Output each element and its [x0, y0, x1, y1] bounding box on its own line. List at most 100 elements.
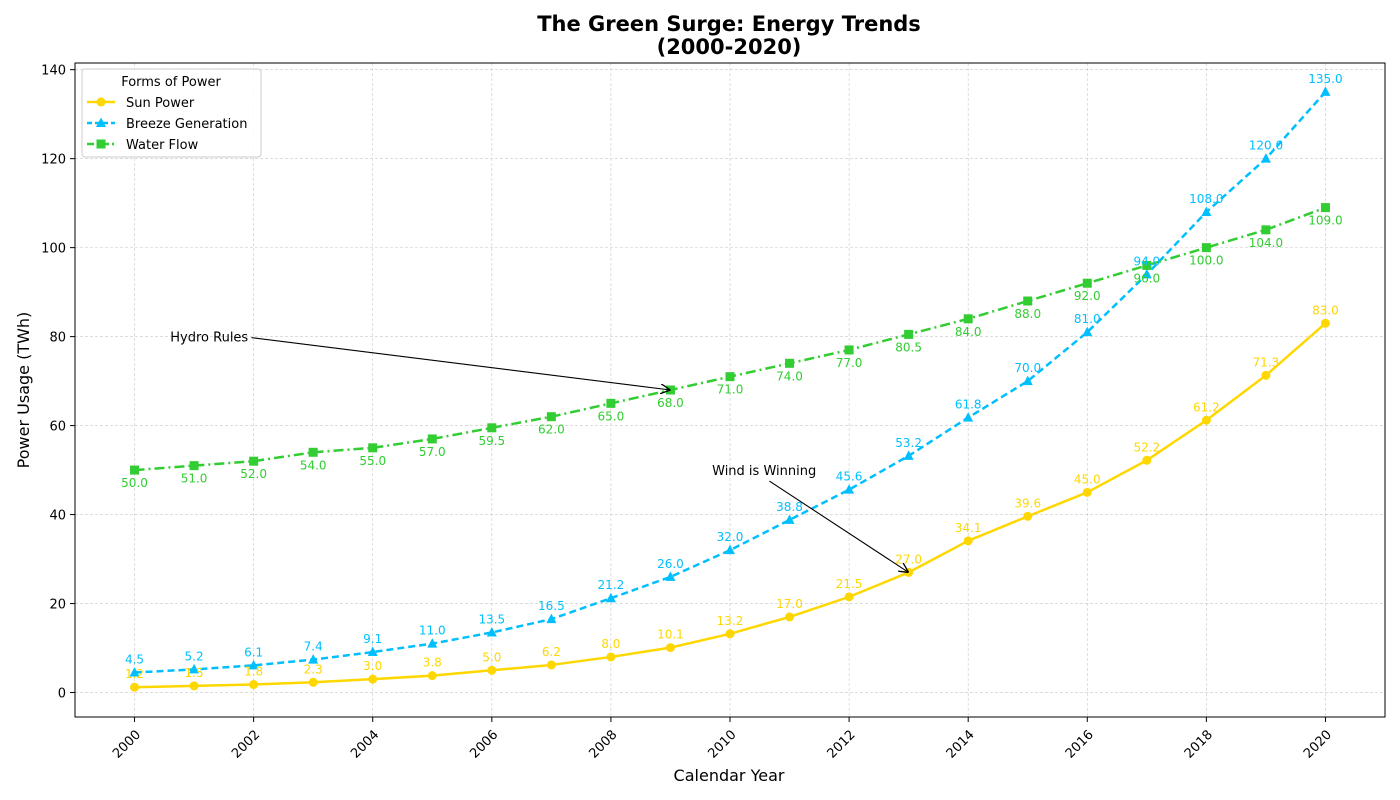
series-breeze-generation [129, 86, 1331, 677]
data-label-water-flow: 52.0 [240, 467, 267, 481]
data-point-sun-power [368, 674, 378, 684]
data-point-water-flow [1261, 225, 1271, 235]
data-label-sun-power: 83.0 [1312, 303, 1339, 317]
x-tick-label: 2020 [1301, 728, 1335, 762]
data-label-sun-power: 13.2 [717, 614, 744, 628]
x-tick-label: 2012 [825, 728, 859, 762]
data-point-breeze-generation [189, 663, 200, 674]
x-axis-label: Calendar Year [674, 766, 785, 785]
legend-marker-sun-power [96, 97, 106, 107]
data-point-breeze-generation [248, 659, 259, 670]
data-point-breeze-generation [605, 592, 616, 603]
data-point-water-flow [844, 345, 854, 355]
data-point-breeze-generation [844, 484, 855, 494]
data-label-water-flow: 65.0 [598, 409, 625, 423]
data-point-water-flow [963, 314, 973, 324]
data-point-sun-power [1023, 511, 1033, 521]
data-label-breeze-generation: 94.0 [1133, 254, 1160, 268]
data-label-sun-power: 17.0 [776, 597, 803, 611]
data-point-sun-power [1320, 318, 1330, 328]
data-point-water-flow [1320, 203, 1330, 213]
data-label-breeze-generation: 120.0 [1249, 139, 1283, 153]
data-label-water-flow: 62.0 [538, 423, 565, 437]
data-point-water-flow [546, 412, 556, 422]
data-label-breeze-generation: 9.1 [363, 632, 382, 646]
data-point-water-flow [1023, 296, 1033, 306]
data-label-sun-power: 34.1 [955, 521, 982, 535]
x-tick-label: 2014 [944, 728, 978, 762]
data-label-water-flow: 92.0 [1074, 289, 1101, 303]
data-label-water-flow: 71.0 [717, 383, 744, 397]
data-point-breeze-generation [1141, 268, 1152, 279]
data-label-water-flow: 59.5 [478, 434, 505, 448]
y-tick-label: 100 [41, 242, 66, 257]
legend-label-sun-power: Sun Power [126, 96, 195, 111]
data-label-breeze-generation: 81.0 [1074, 312, 1101, 326]
data-label-water-flow: 50.0 [121, 476, 148, 490]
y-tick-label: 60 [49, 420, 66, 435]
data-label-water-flow: 74.0 [776, 369, 803, 383]
data-label-breeze-generation: 13.5 [478, 612, 505, 626]
legend-marker-breeze-generation [96, 117, 106, 127]
data-label-sun-power: 1.2 [125, 667, 144, 681]
annotation-text: Hydro Rules [170, 331, 248, 346]
data-point-water-flow [308, 447, 318, 457]
data-point-breeze-generation [129, 667, 140, 677]
data-point-breeze-generation [665, 571, 676, 581]
legend: Forms of Power Sun Power Breeze Generatio… [81, 68, 262, 158]
data-label-sun-power: 5.0 [482, 650, 501, 664]
legend-label-breeze-generation: Breeze Generation [126, 117, 247, 132]
data-point-breeze-generation [308, 654, 319, 664]
grid-lines [75, 63, 1385, 717]
annotations: Hydro Rules Wind is Winning [170, 331, 908, 573]
data-point-sun-power [963, 536, 973, 546]
data-label-sun-power: 3.8 [423, 656, 442, 670]
y-tick-label: 0 [58, 687, 66, 702]
data-point-breeze-generation [1260, 153, 1271, 163]
data-point-sun-power [844, 592, 854, 602]
data-label-water-flow: 84.0 [955, 325, 982, 339]
x-tick-label: 2006 [467, 728, 501, 762]
data-label-water-flow: 109.0 [1308, 214, 1342, 228]
x-tick-label: 2002 [229, 728, 263, 762]
data-label-breeze-generation: 11.0 [419, 624, 446, 638]
axis-ticks: 2000 2002 2004 2006 2008 2010 2012 2014 2016 2018… [41, 64, 1335, 762]
data-point-water-flow [606, 398, 616, 408]
data-point-sun-power [725, 629, 735, 639]
data-label-water-flow: 80.5 [895, 340, 922, 354]
legend-marker-water-flow [96, 139, 106, 149]
data-point-water-flow [249, 456, 259, 466]
series-line-breeze-generation [134, 91, 1327, 674]
series-layer [129, 86, 1331, 692]
data-label-water-flow: 77.0 [836, 356, 863, 370]
data-point-water-flow [487, 423, 497, 433]
data-point-sun-power [606, 652, 616, 662]
data-point-water-flow [368, 443, 378, 453]
data-label-water-flow: 104.0 [1249, 236, 1283, 250]
data-label-sun-power: 2.3 [304, 662, 323, 676]
data-label-water-flow: 96.0 [1133, 271, 1160, 285]
x-tick-label: 2016 [1063, 728, 1097, 762]
data-point-breeze-generation [1320, 86, 1331, 96]
y-tick-label: 80 [49, 331, 66, 346]
y-tick-label: 140 [41, 64, 66, 79]
data-label-water-flow: 57.0 [419, 445, 446, 459]
data-label-water-flow: 68.0 [657, 396, 684, 410]
data-label-breeze-generation: 5.2 [185, 649, 204, 663]
y-tick-label: 120 [41, 153, 66, 168]
data-point-breeze-generation [546, 613, 557, 624]
y-tick-label: 40 [49, 509, 66, 524]
data-point-sun-power [1082, 487, 1092, 497]
legend-entries: Sun Power Breeze Generation Water Flow [87, 96, 247, 153]
data-label-water-flow: 51.0 [181, 472, 208, 486]
data-point-sun-power [249, 680, 259, 690]
data-point-breeze-generation [427, 638, 438, 648]
data-label-breeze-generation: 4.5 [125, 653, 144, 667]
data-label-sun-power: 8.0 [601, 637, 620, 651]
data-point-water-flow [904, 329, 914, 339]
chart-subtitle: (2000-2020) [657, 35, 802, 59]
data-point-breeze-generation [784, 514, 795, 524]
data-label-breeze-generation: 45.6 [836, 470, 863, 484]
